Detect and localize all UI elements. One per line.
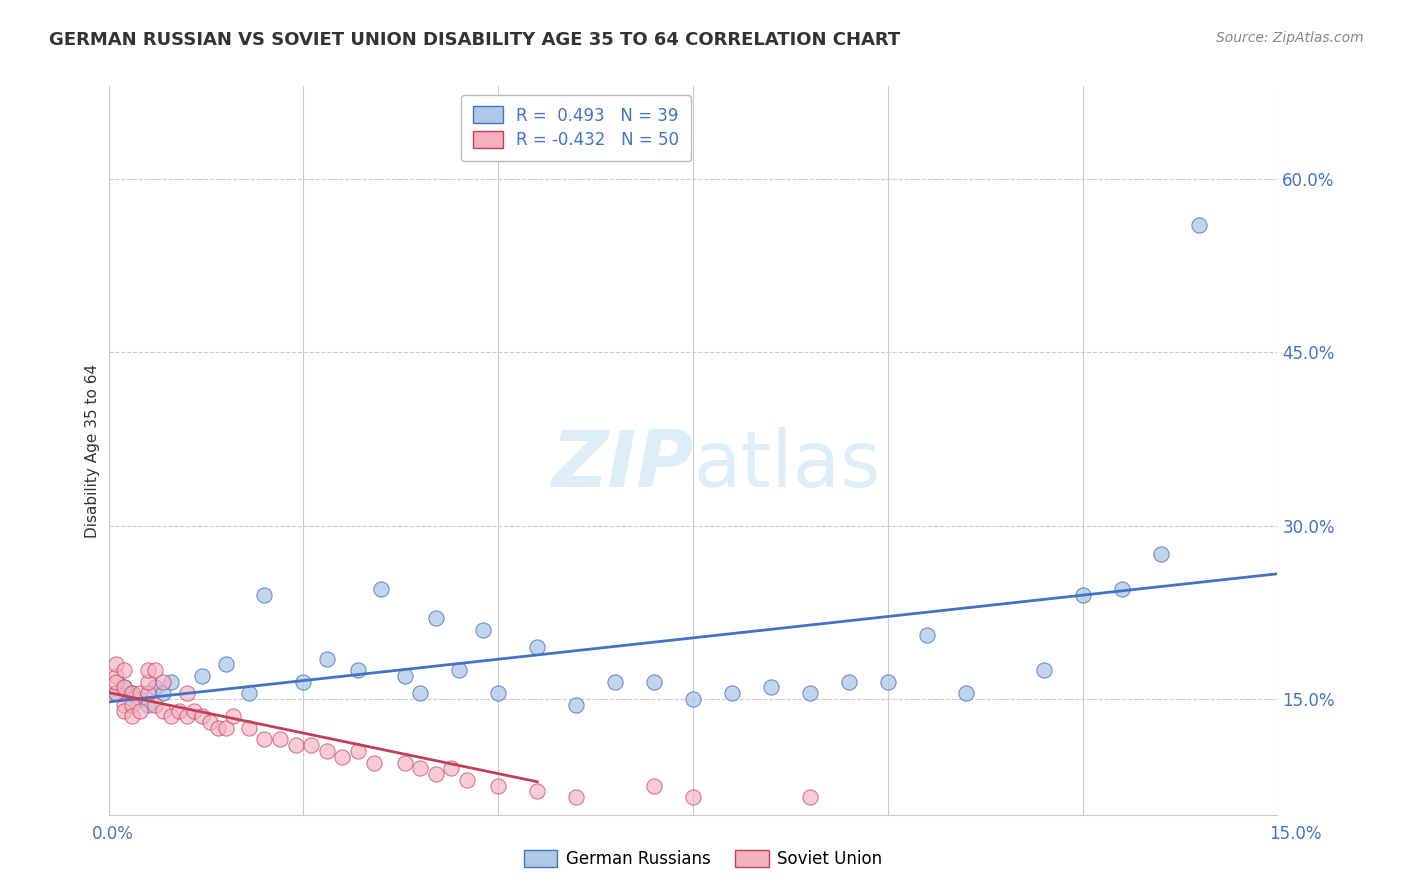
Point (449, 663, 471, 677)
Point (292, 674, 315, 689)
Point (394, 756, 416, 770)
Point (456, 772, 478, 787)
Point (112, 704, 135, 718)
Text: 15.0%: 15.0% (1270, 825, 1322, 843)
Point (253, 732, 276, 747)
Point (238, 686, 260, 700)
Point (526, 784, 548, 798)
Point (759, 681, 782, 695)
Point (471, 623, 494, 637)
Point (183, 704, 205, 718)
Point (1149, 548, 1171, 562)
Point (152, 674, 174, 689)
Point (603, 674, 626, 689)
Point (799, 790, 821, 805)
Point (238, 721, 260, 735)
Point (105, 686, 128, 700)
Point (643, 674, 665, 689)
Text: Source: ZipAtlas.com: Source: ZipAtlas.com (1216, 31, 1364, 45)
Point (198, 715, 221, 730)
Legend: R =  0.493   N = 39, R = -0.432   N = 50: R = 0.493 N = 39, R = -0.432 N = 50 (461, 95, 690, 161)
Point (347, 663, 370, 677)
Point (121, 686, 143, 700)
Point (152, 686, 174, 700)
Point (269, 732, 291, 747)
Point (409, 761, 432, 775)
Point (799, 686, 821, 700)
Point (284, 738, 307, 752)
Point (299, 738, 322, 752)
Point (955, 686, 977, 700)
Point (176, 686, 198, 700)
Point (145, 681, 167, 695)
Point (105, 657, 128, 672)
Point (721, 686, 744, 700)
Point (394, 669, 416, 683)
Point (214, 657, 236, 672)
Point (565, 698, 588, 712)
Point (643, 779, 665, 793)
Point (176, 709, 198, 723)
Point (838, 674, 860, 689)
Point (145, 698, 167, 712)
Point (112, 681, 135, 695)
Point (1111, 582, 1133, 596)
Point (370, 582, 392, 596)
Point (121, 686, 143, 700)
Point (332, 749, 354, 764)
Point (440, 761, 463, 775)
Point (315, 651, 337, 665)
Point (160, 709, 183, 723)
Point (682, 790, 704, 805)
Point (191, 709, 214, 723)
Point (128, 692, 150, 706)
Text: GERMAN RUSSIAN VS SOVIET UNION DISABILITY AGE 35 TO 64 CORRELATION CHART: GERMAN RUSSIAN VS SOVIET UNION DISABILIT… (49, 31, 900, 49)
Point (145, 663, 167, 677)
Point (682, 692, 704, 706)
Point (160, 674, 183, 689)
Point (214, 721, 236, 735)
Point (915, 628, 938, 642)
Point (486, 779, 509, 793)
Point (222, 709, 245, 723)
Text: ZIP: ZIP (551, 427, 693, 503)
Point (315, 744, 337, 758)
Point (347, 744, 370, 758)
Point (152, 704, 174, 718)
Point (253, 588, 276, 602)
Point (207, 721, 229, 735)
Point (1032, 663, 1054, 677)
Point (105, 686, 128, 700)
Point (363, 756, 385, 770)
Point (136, 698, 159, 712)
Point (425, 767, 447, 781)
Point (128, 686, 150, 700)
Point (1188, 218, 1211, 232)
Point (121, 698, 143, 712)
Point (565, 790, 588, 805)
Point (1071, 588, 1094, 602)
Point (128, 704, 150, 718)
Point (112, 681, 135, 695)
Point (105, 669, 128, 683)
Point (112, 698, 135, 712)
Point (167, 704, 190, 718)
Point (409, 686, 432, 700)
Point (121, 709, 143, 723)
Point (112, 663, 135, 677)
Point (191, 669, 214, 683)
Y-axis label: Disability Age 35 to 64: Disability Age 35 to 64 (86, 363, 100, 538)
Point (136, 663, 159, 677)
Point (425, 611, 447, 625)
Point (876, 674, 898, 689)
Point (136, 674, 159, 689)
Text: 0.0%: 0.0% (91, 825, 134, 843)
Text: atlas: atlas (693, 427, 880, 503)
Legend: German Russians, Soviet Union: German Russians, Soviet Union (517, 843, 889, 875)
Point (486, 686, 509, 700)
Point (136, 686, 159, 700)
Point (526, 640, 548, 654)
Point (105, 674, 128, 689)
